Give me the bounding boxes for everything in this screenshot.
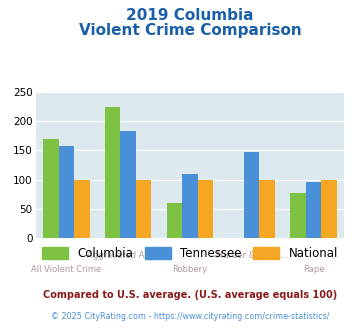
Bar — [198, 180, 213, 238]
Bar — [120, 131, 136, 238]
Bar — [59, 146, 74, 238]
Bar — [74, 180, 89, 238]
Bar — [105, 107, 120, 238]
Text: Murder & Mans...: Murder & Mans... — [216, 251, 288, 260]
Text: Rape: Rape — [303, 265, 324, 274]
Bar — [182, 174, 198, 238]
Bar — [306, 182, 321, 238]
Text: Violent Crime Comparison: Violent Crime Comparison — [78, 23, 301, 38]
Text: All Violent Crime: All Violent Crime — [31, 265, 102, 274]
Text: Robbery: Robbery — [173, 265, 207, 274]
Bar — [290, 193, 306, 238]
Text: Aggravated Assault: Aggravated Assault — [87, 251, 169, 260]
Legend: Columbia, Tennessee, National: Columbia, Tennessee, National — [37, 242, 343, 265]
Bar — [136, 180, 151, 238]
Bar — [167, 203, 182, 238]
Text: © 2025 CityRating.com - https://www.cityrating.com/crime-statistics/: © 2025 CityRating.com - https://www.city… — [51, 312, 329, 321]
Bar — [244, 152, 260, 238]
Text: Compared to U.S. average. (U.S. average equals 100): Compared to U.S. average. (U.S. average … — [43, 290, 337, 300]
Text: 2019 Columbia: 2019 Columbia — [126, 8, 254, 23]
Bar — [43, 139, 59, 238]
Bar — [260, 180, 275, 238]
Bar — [321, 180, 337, 238]
